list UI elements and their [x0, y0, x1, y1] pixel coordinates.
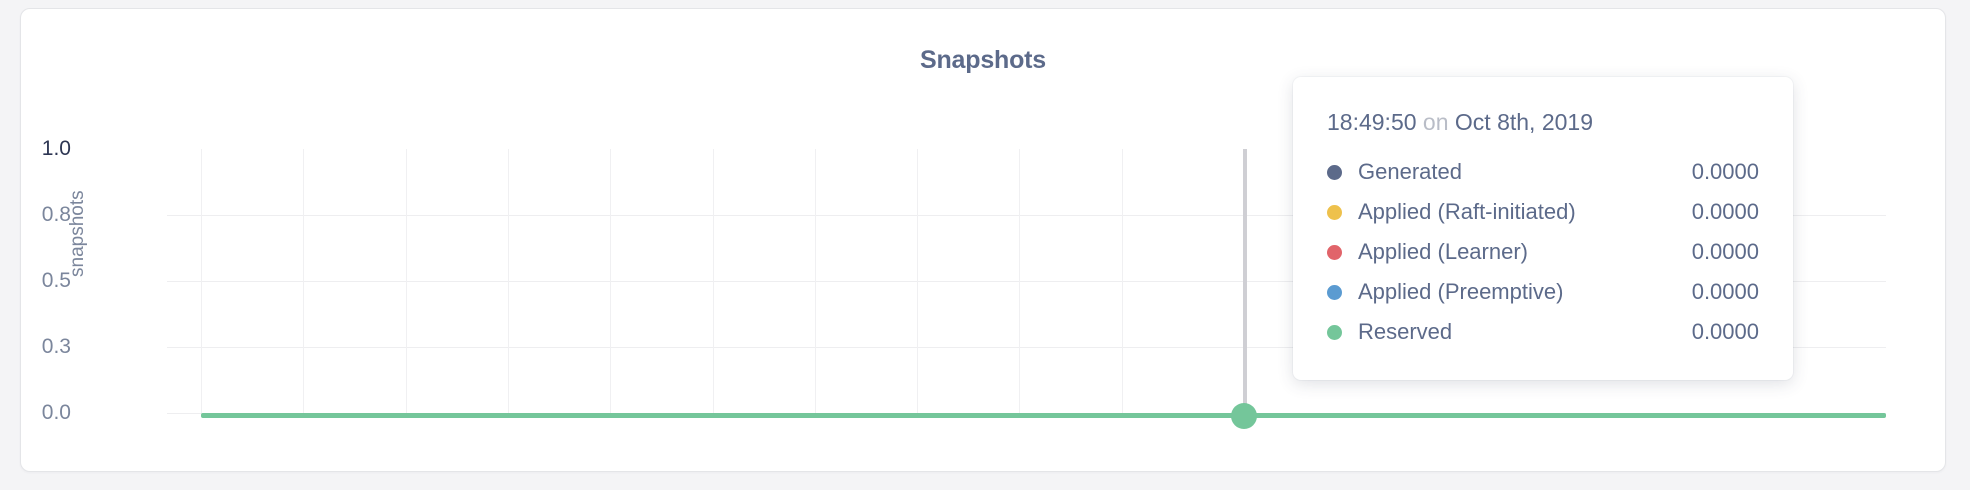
page-title: Snapshots — [920, 46, 1046, 74]
tooltip-series-label: Applied (Preemptive) — [1358, 279, 1564, 304]
gridline-vertical — [1121, 149, 1123, 413]
gridline-horizontal — [167, 215, 1886, 216]
tooltip-header: 18:49:50 on Oct 8th, 2019 — [1327, 109, 1759, 136]
gridline-horizontal — [167, 281, 1886, 282]
tooltip-row: Applied (Learner) 0.0000 — [1327, 232, 1759, 272]
gridline-vertical — [405, 149, 407, 413]
tooltip-series-value: 0.0000 — [1691, 159, 1759, 184]
gridline-vertical — [814, 149, 816, 413]
tooltip-row: Generated 0.0000 — [1327, 152, 1759, 192]
gridline-vertical — [507, 149, 509, 413]
series-color-dot-icon — [1327, 284, 1342, 300]
y-axis-tick-label: 0.5 — [41, 269, 71, 292]
chart-tooltip: 18:49:50 on Oct 8th, 2019 Generated 0.000… — [1293, 77, 1793, 380]
y-axis-tick-label: 1.0 — [41, 137, 71, 160]
tooltip-series-value: 0.0000 — [1691, 239, 1759, 264]
gridline-vertical — [201, 149, 202, 413]
gridline-horizontal — [167, 347, 1886, 348]
tooltip-row: Reserved 0.0000 — [1327, 312, 1759, 352]
gridline-vertical — [1019, 149, 1021, 413]
gridline-vertical — [712, 149, 714, 413]
tooltip-row: Applied (Raft-initiated) 0.0000 — [1327, 192, 1759, 232]
series-color-dot-icon — [1327, 204, 1342, 220]
tooltip-series-label: Generated — [1358, 159, 1462, 184]
y-axis-tick-label: 0.8 — [41, 203, 71, 226]
snapshots-chart-card: Snapshots snapshots 0.00.30.50.81.018:44… — [20, 8, 1946, 472]
tooltip-series-label: Reserved — [1358, 319, 1453, 344]
gridline-vertical — [917, 149, 919, 413]
y-axis-tick-label: 0.0 — [41, 401, 71, 424]
tooltip-series-value: 0.0000 — [1691, 319, 1759, 344]
tooltip-connector: on — [1422, 109, 1449, 135]
tooltip-date: Oct 8th, 2019 — [1454, 109, 1593, 135]
gridline-vertical — [610, 149, 612, 413]
tooltip-series-value: 0.0000 — [1691, 199, 1759, 224]
series-color-dot-icon — [1327, 324, 1342, 340]
tooltip-series-value: 0.0000 — [1691, 279, 1759, 304]
tooltip-row: Applied (Preemptive) 0.0000 — [1327, 272, 1759, 312]
tooltip-series-label: Applied (Raft-initiated) — [1358, 199, 1576, 224]
gridline-vertical — [303, 149, 305, 413]
series-line-reserved — [201, 413, 1886, 418]
tooltip-time: 18:49:50 — [1327, 109, 1417, 135]
series-color-dot-icon — [1327, 164, 1342, 180]
crosshair-line — [1243, 149, 1247, 417]
series-color-dot-icon — [1327, 244, 1342, 260]
y-axis-tick-label: 0.3 — [41, 335, 71, 358]
tooltip-series-label: Applied (Learner) — [1358, 239, 1528, 264]
tooltip-legend-rows: Generated 0.0000 Applied (Raft-initiated) 0… — [1327, 152, 1759, 352]
hover-data-point[interactable] — [1231, 403, 1257, 429]
